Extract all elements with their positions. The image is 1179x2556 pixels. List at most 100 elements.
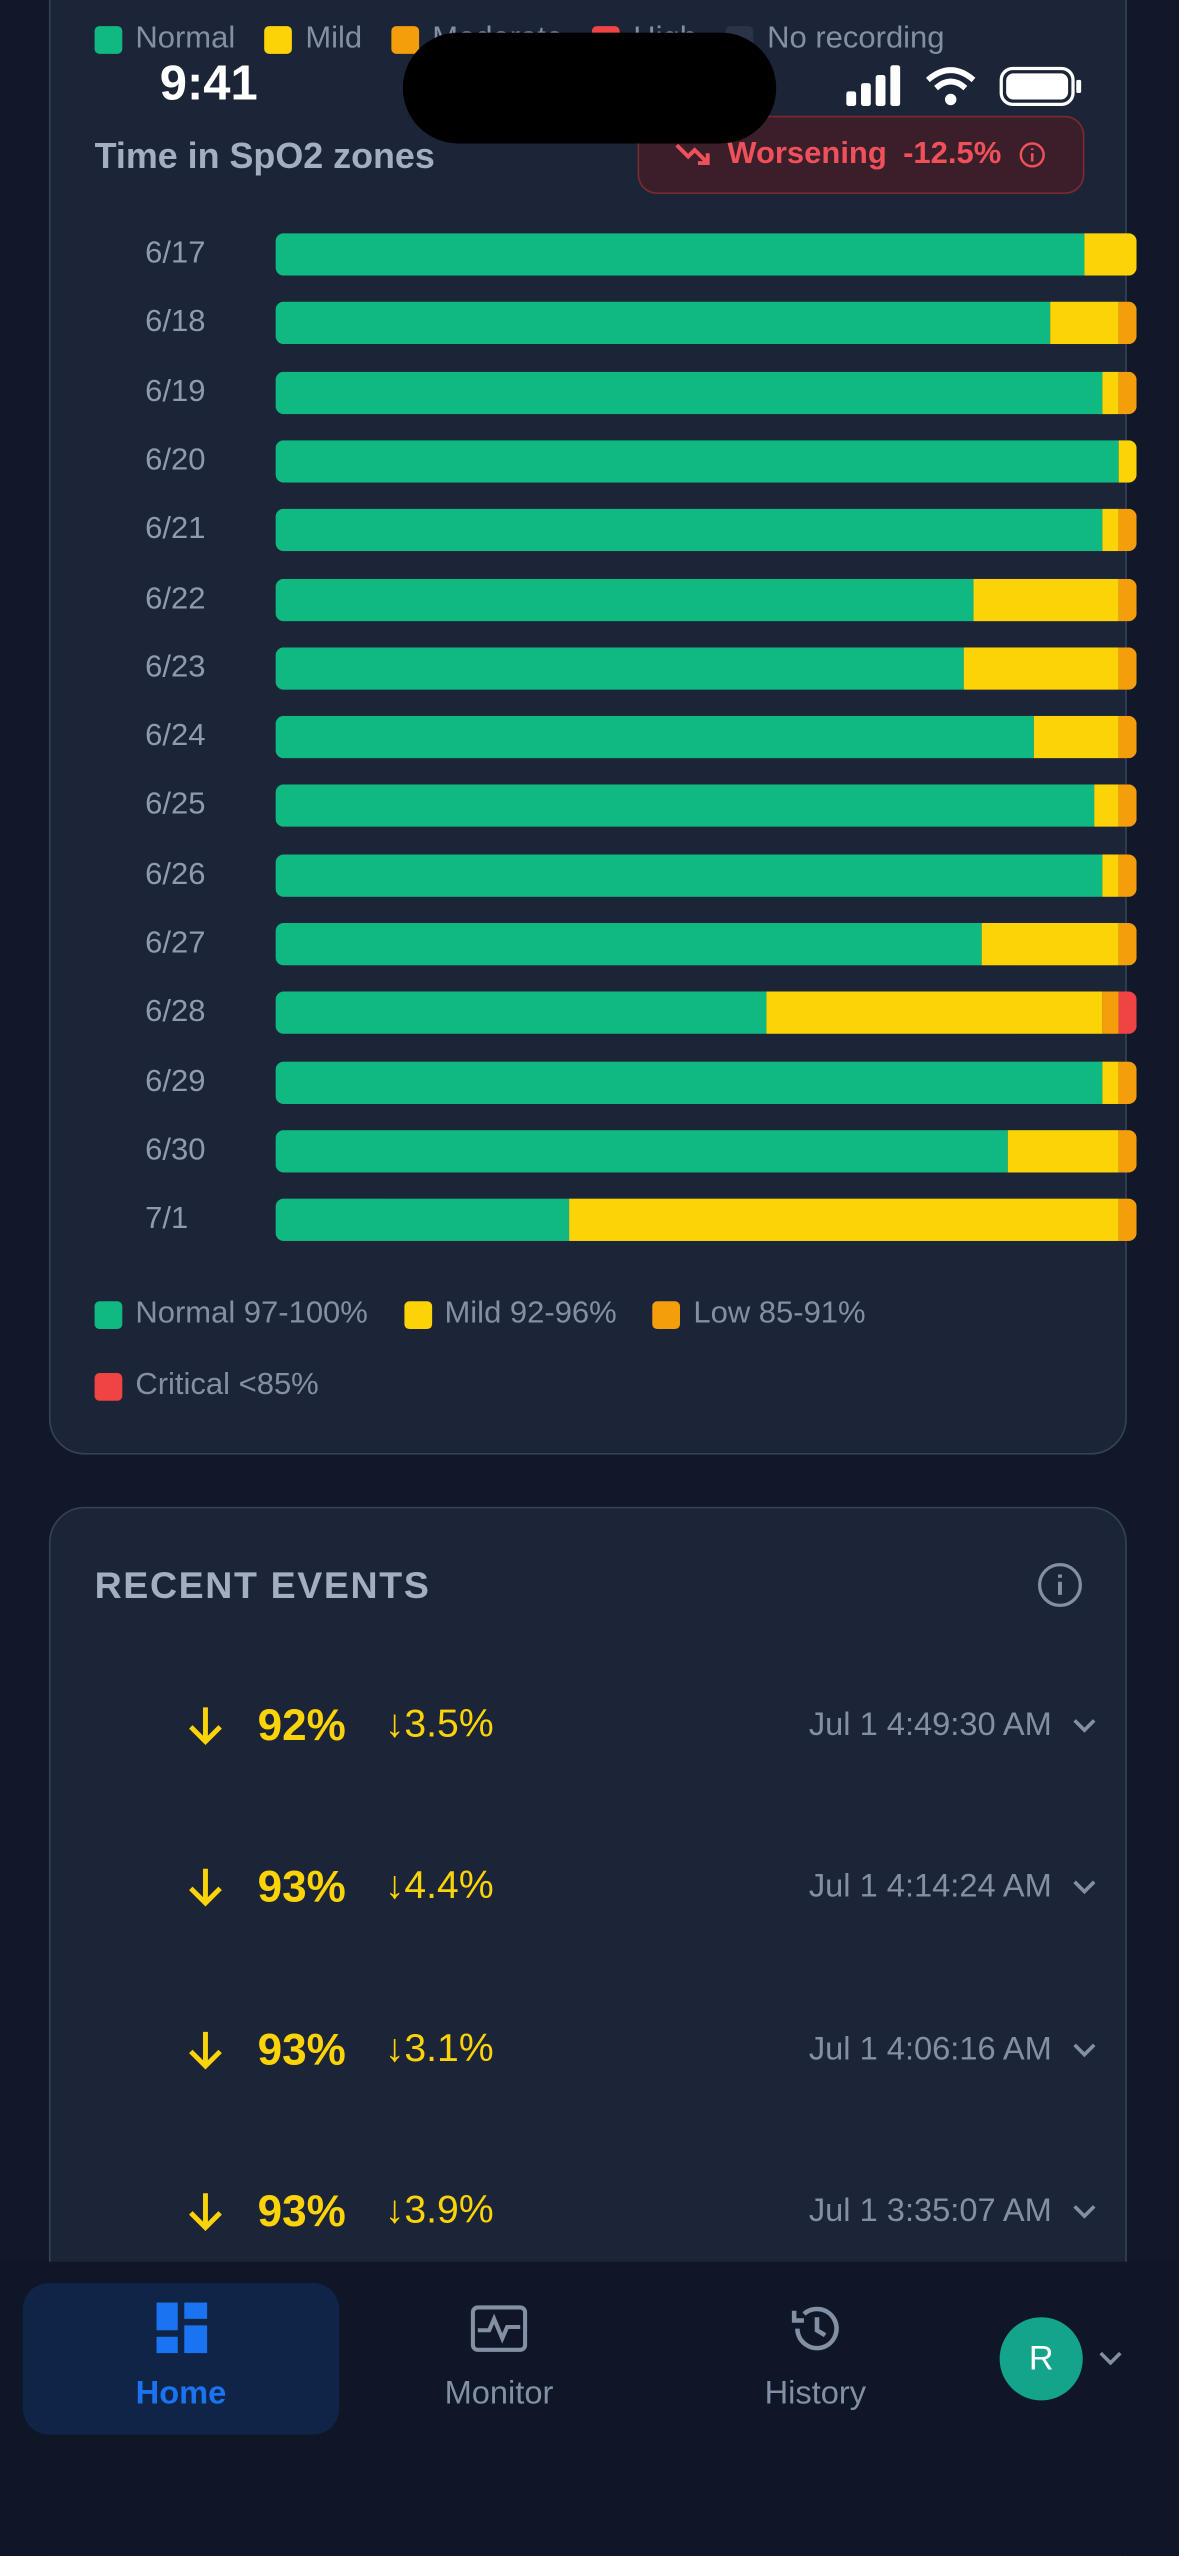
bar-segment (275, 371, 1103, 414)
date-label: 6/30 (145, 1133, 206, 1168)
event-drop: ↓3.1% (384, 2026, 494, 2071)
legend-item: Low 85-91% (652, 1296, 866, 1332)
bar-segment (1102, 371, 1120, 414)
bar-segment (1119, 578, 1137, 621)
bar-segment (1119, 302, 1137, 345)
history-icon (791, 2306, 839, 2351)
chevron (1073, 2205, 1096, 2219)
nav-label[interactable]: Monitor (444, 2375, 554, 2412)
bar (275, 1060, 1137, 1104)
bar-row: 6/28 (145, 991, 1137, 1035)
bar-segment (275, 991, 767, 1035)
chevron[interactable] (1097, 2350, 1123, 2366)
bar (275, 302, 1137, 345)
bar-row: 7/1 (145, 1198, 1137, 1242)
bar-row: 6/17 (145, 233, 1137, 276)
event-row[interactable]: 93% ↓3.9% Jul 1 3:35:07 AM (184, 2179, 1097, 2244)
event-row[interactable]: 93% ↓3.1% Jul 1 4:06:16 AM (184, 2017, 1097, 2082)
zones-card: NormalMildModerateHighNo recording Time … (48, 0, 1137, 1455)
legend-item: Mild (264, 21, 362, 57)
date-label: 6/21 (145, 512, 206, 547)
event-spo2: 92% (257, 1700, 346, 1750)
bar-segment (1119, 440, 1137, 483)
monitor-icon (470, 2305, 528, 2352)
event-spo2: 93% (257, 1862, 346, 1912)
bar-row: 6/23 (145, 647, 1137, 690)
bar (275, 440, 1137, 483)
avatar[interactable]: R (999, 2317, 1083, 2401)
legend-item: Normal (94, 21, 236, 57)
info-icon[interactable] (1035, 1561, 1084, 1610)
event-drop: ↓4.4% (384, 1864, 494, 1909)
home-tab[interactable] (22, 2282, 340, 2435)
event-row[interactable]: 93% ↓4.4% Jul 1 4:14:24 AM (184, 1855, 1097, 1920)
bar-row: 6/22 (145, 578, 1137, 621)
bar-segment (275, 853, 1103, 897)
bar-segment (1119, 1060, 1137, 1104)
legend-label: Normal 97-100% (135, 1296, 368, 1331)
bar (275, 509, 1137, 552)
event-row[interactable]: 92% ↓3.5% Jul 1 4:49:30 AM (184, 1693, 1097, 1758)
nav-label[interactable]: Home (135, 2375, 227, 2412)
bar (275, 922, 1137, 966)
chevron (1073, 2043, 1096, 2057)
home-icon (156, 2302, 208, 2354)
events-title: RECENT EVENTS (94, 1563, 431, 1607)
bar-segment (275, 922, 982, 966)
bar-segment (275, 440, 1120, 483)
bar-segment (275, 1198, 569, 1242)
bar-row: 6/19 (145, 371, 1137, 414)
down-arrow (189, 1707, 222, 1746)
event-time: Jul 1 4:06:16 AM (808, 2031, 1052, 2068)
bar-row: 6/21 (145, 509, 1137, 552)
bar-row: 6/29 (145, 1060, 1137, 1104)
legend-label: Mild 92-96% (444, 1296, 617, 1331)
bar-segment (1102, 853, 1120, 897)
legend-swatch (94, 1372, 123, 1400)
date-label: 7/1 (145, 1202, 189, 1237)
info-icon (1019, 142, 1045, 168)
bar (275, 578, 1137, 621)
date-label: 6/27 (145, 926, 206, 961)
bar (275, 647, 1137, 690)
nav-label[interactable]: History (764, 2375, 867, 2412)
trend-label: Worsening (727, 136, 887, 172)
legend-item: Critical <85% (94, 1368, 319, 1404)
date-label: 6/24 (145, 719, 206, 754)
down-arrow (189, 1869, 222, 1908)
bar-segment (964, 647, 1120, 690)
bar (275, 1198, 1137, 1242)
date-label: 6/29 (145, 1064, 206, 1099)
bar-row: 6/30 (145, 1129, 1137, 1173)
bar (275, 1129, 1137, 1173)
legend-label: Low 85-91% (693, 1296, 866, 1331)
bar-segment (1102, 1060, 1120, 1104)
status-icons (846, 65, 1082, 106)
bar-segment (1119, 922, 1137, 966)
bar (275, 785, 1137, 828)
date-label: 6/19 (145, 374, 206, 409)
bar (275, 853, 1137, 897)
bar-segment (1119, 991, 1137, 1035)
bar-segment (1033, 716, 1120, 759)
event-time: Jul 1 3:35:07 AM (808, 2193, 1052, 2230)
chevron (1073, 1881, 1096, 1895)
bar-segment (1102, 509, 1120, 552)
legend-label: Normal (135, 21, 236, 56)
bar (275, 716, 1137, 759)
bar-segment (1119, 647, 1137, 690)
date-label: 6/28 (145, 995, 206, 1030)
date-label: 6/20 (145, 443, 206, 478)
bar-segment (972, 578, 1120, 621)
legend-swatch (94, 1300, 123, 1329)
legend-item: Mild 92-96% (403, 1296, 617, 1332)
bar-segment (1093, 785, 1120, 828)
status-time: 9:41 (159, 57, 258, 111)
bar-row: 6/27 (145, 922, 1137, 966)
legend-label: No recording (767, 21, 945, 56)
bar-segment (1084, 233, 1137, 276)
trend-value: -12.5% (903, 136, 1002, 172)
bar-segment (275, 716, 1034, 759)
